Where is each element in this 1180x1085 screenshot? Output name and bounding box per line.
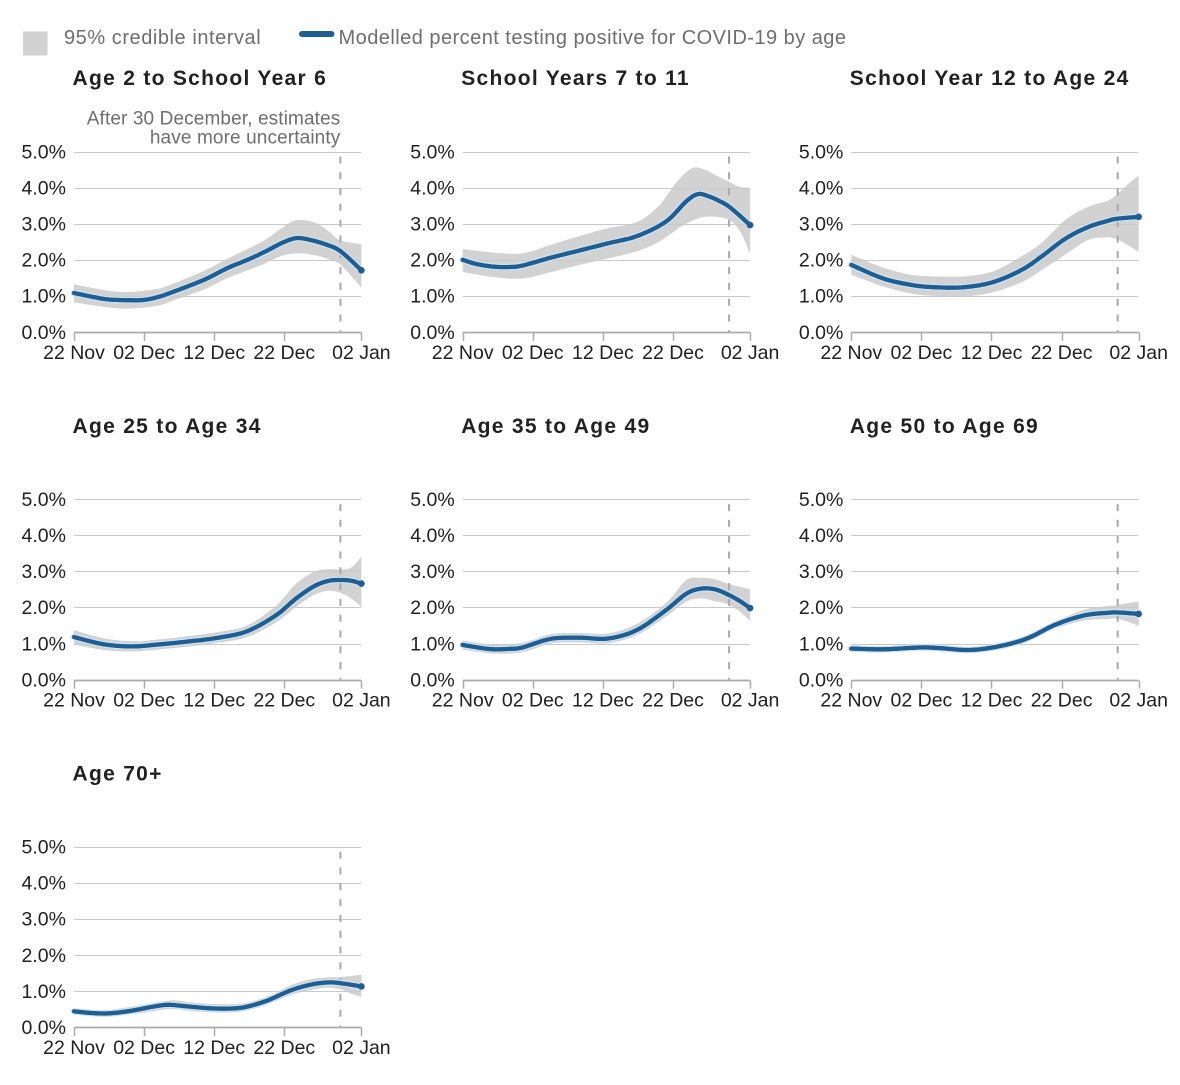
svg-text:02 Jan: 02 Jan [332,1037,391,1059]
svg-text:Age 25 to Age 34: Age 25 to Age 34 [73,415,262,438]
svg-text:4.0%: 4.0% [799,525,843,547]
svg-text:4.0%: 4.0% [410,177,454,199]
svg-text:3.0%: 3.0% [799,214,843,236]
svg-text:3.0%: 3.0% [799,561,843,583]
svg-text:0.0%: 0.0% [22,322,66,344]
svg-text:Age 35 to Age 49: Age 35 to Age 49 [461,415,650,438]
svg-text:02 Dec: 02 Dec [113,1037,175,1059]
svg-text:12 Dec: 12 Dec [572,690,634,712]
svg-text:22 Nov: 22 Nov [820,690,882,712]
svg-text:12 Dec: 12 Dec [961,342,1023,364]
svg-text:2.0%: 2.0% [799,597,843,619]
svg-text:1.0%: 1.0% [22,981,66,1003]
svg-text:02 Dec: 02 Dec [891,690,953,712]
svg-text:12 Dec: 12 Dec [183,690,245,712]
svg-text:5.0%: 5.0% [410,141,454,163]
svg-text:4.0%: 4.0% [22,873,66,895]
svg-text:22 Dec: 22 Dec [1031,690,1093,712]
svg-text:1.0%: 1.0% [22,633,66,655]
svg-text:1.0%: 1.0% [410,286,454,308]
svg-text:02 Jan: 02 Jan [721,342,780,364]
svg-text:Age 50 to Age 69: Age 50 to Age 69 [850,415,1039,438]
svg-text:22 Nov: 22 Nov [43,342,105,364]
svg-text:22 Nov: 22 Nov [43,690,105,712]
svg-text:02 Dec: 02 Dec [113,690,175,712]
svg-text:3.0%: 3.0% [22,214,66,236]
svg-text:1.0%: 1.0% [799,286,843,308]
svg-text:02 Jan: 02 Jan [721,690,780,712]
svg-text:0.0%: 0.0% [410,322,454,344]
svg-text:22 Nov: 22 Nov [820,342,882,364]
svg-text:95% credible interval: 95% credible interval [64,27,261,49]
svg-text:02 Dec: 02 Dec [502,690,564,712]
svg-text:4.0%: 4.0% [799,177,843,199]
svg-text:0.0%: 0.0% [410,669,454,691]
svg-text:22 Nov: 22 Nov [432,690,494,712]
svg-text:5.0%: 5.0% [799,489,843,511]
svg-text:5.0%: 5.0% [410,489,454,511]
svg-text:3.0%: 3.0% [410,214,454,236]
svg-text:After 30 December, estimates: After 30 December, estimates [87,109,341,130]
svg-text:3.0%: 3.0% [410,561,454,583]
svg-text:5.0%: 5.0% [22,837,66,859]
svg-text:School Year 12 to Age 24: School Year 12 to Age 24 [850,67,1130,90]
svg-text:02 Jan: 02 Jan [332,690,391,712]
svg-text:22 Dec: 22 Dec [253,1037,315,1059]
svg-text:0.0%: 0.0% [22,669,66,691]
svg-text:22 Dec: 22 Dec [253,690,315,712]
svg-text:02 Jan: 02 Jan [1109,690,1168,712]
svg-text:22 Dec: 22 Dec [253,342,315,364]
svg-text:Modelled percent testing posit: Modelled percent testing positive for CO… [339,27,847,49]
svg-text:have more uncertainty: have more uncertainty [150,128,341,149]
svg-text:02 Jan: 02 Jan [1109,342,1168,364]
svg-text:1.0%: 1.0% [799,633,843,655]
svg-text:5.0%: 5.0% [799,141,843,163]
svg-text:22 Dec: 22 Dec [1031,342,1093,364]
svg-text:2.0%: 2.0% [410,250,454,272]
svg-text:22 Dec: 22 Dec [642,690,704,712]
svg-text:12 Dec: 12 Dec [183,342,245,364]
svg-text:Age 70+: Age 70+ [73,762,163,785]
svg-text:5.0%: 5.0% [22,489,66,511]
svg-text:5.0%: 5.0% [22,141,66,163]
svg-text:12 Dec: 12 Dec [572,342,634,364]
svg-text:0.0%: 0.0% [799,669,843,691]
svg-text:0.0%: 0.0% [799,322,843,344]
svg-text:3.0%: 3.0% [22,909,66,931]
svg-text:4.0%: 4.0% [22,525,66,547]
svg-text:02 Dec: 02 Dec [502,342,564,364]
svg-text:School Years 7 to 11: School Years 7 to 11 [461,67,690,90]
svg-text:0.0%: 0.0% [22,1017,66,1039]
svg-text:Age 2 to School Year 6: Age 2 to School Year 6 [73,67,328,90]
svg-text:3.0%: 3.0% [22,561,66,583]
svg-text:1.0%: 1.0% [22,286,66,308]
svg-text:02 Dec: 02 Dec [113,342,175,364]
svg-text:2.0%: 2.0% [799,250,843,272]
svg-text:02 Jan: 02 Jan [332,342,391,364]
svg-text:1.0%: 1.0% [410,633,454,655]
svg-text:22 Nov: 22 Nov [43,1037,105,1059]
svg-text:4.0%: 4.0% [410,525,454,547]
svg-text:2.0%: 2.0% [22,250,66,272]
svg-text:02 Dec: 02 Dec [891,342,953,364]
svg-text:22 Dec: 22 Dec [642,342,704,364]
svg-text:2.0%: 2.0% [22,945,66,967]
svg-text:2.0%: 2.0% [22,597,66,619]
svg-text:12 Dec: 12 Dec [183,1037,245,1059]
svg-text:22 Nov: 22 Nov [432,342,494,364]
svg-text:12 Dec: 12 Dec [961,690,1023,712]
svg-text:2.0%: 2.0% [410,597,454,619]
svg-text:4.0%: 4.0% [22,177,66,199]
